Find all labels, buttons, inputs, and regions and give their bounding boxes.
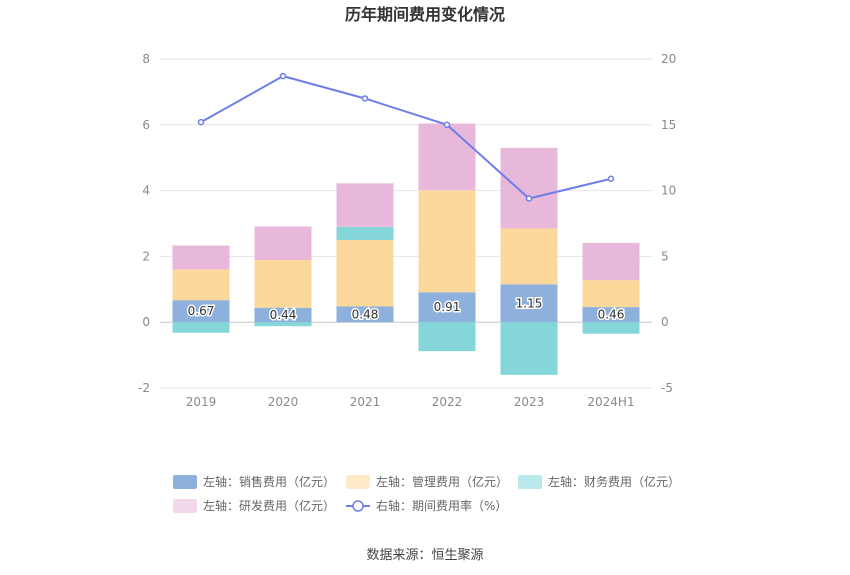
legend-swatch	[518, 475, 542, 489]
bar-value-label: 0.91	[434, 300, 461, 314]
legend-label: 左轴：研发费用（亿元）	[203, 498, 335, 513]
rate-point	[361, 95, 369, 102]
bar-series1	[500, 228, 558, 285]
bar-series3	[582, 242, 640, 281]
bar-series0	[418, 292, 476, 323]
bar-series1	[172, 269, 230, 301]
left-tick-label: 8	[142, 52, 150, 66]
x-tick-label: 2024H1	[587, 395, 634, 409]
legend-label: 右轴：期间费用率（%）	[376, 498, 507, 513]
bar-series2	[500, 322, 558, 375]
bar-series3	[254, 226, 312, 261]
chart-title: 历年期间费用变化情况	[345, 5, 505, 24]
bar-value-label: 1.15	[516, 296, 543, 310]
x-tick-label: 2020	[268, 395, 299, 409]
rate-point	[279, 72, 287, 80]
legend: 左轴：销售费用（亿元） 左轴：管理费用（亿元） 左轴：财务费用（亿元） 左轴：研发费用…	[173, 474, 680, 513]
left-tick-label: 6	[142, 118, 150, 132]
bar-series0	[500, 284, 558, 323]
x-tick-label: 2019	[186, 395, 217, 409]
legend-label: 左轴：财务费用（亿元）	[548, 474, 680, 489]
legend-label: 左轴：管理费用（亿元）	[376, 474, 508, 489]
bar-series1	[418, 190, 476, 293]
data-labels: 0.67 0.44 0.48 0.91 1.15 0.46	[186, 295, 626, 324]
data-source: 数据来源：恒生聚源	[366, 548, 483, 563]
bar-series3	[500, 147, 558, 229]
rate-point	[443, 121, 451, 129]
bar-series3	[172, 245, 230, 270]
x-tick-label: 2022	[432, 395, 463, 409]
right-tick-label: 5	[661, 249, 669, 263]
legend-swatch	[173, 475, 197, 489]
left-tick-label: 4	[142, 184, 150, 198]
grid-lines	[160, 58, 652, 389]
right-tick-label: -5	[661, 381, 673, 395]
bar-series0	[172, 300, 230, 323]
right-axis-ticks: -5 0 5 10 15 20	[661, 52, 676, 395]
x-axis-ticks: 2019 2020 2021 2022 2023 2024H1	[186, 395, 635, 409]
x-tick-label: 2021	[350, 395, 381, 409]
bar-series2	[336, 226, 394, 240]
bar-value-label: 0.67	[188, 304, 215, 318]
left-tick-label: -2	[138, 381, 150, 395]
legend-label: 左轴：销售费用（亿元）	[203, 474, 335, 489]
legend-line-marker	[352, 500, 364, 512]
rate-point	[607, 175, 615, 183]
legend-swatch	[346, 475, 370, 489]
expense-rate-line	[197, 72, 615, 202]
rate-point	[525, 195, 533, 202]
bar-series3	[418, 123, 476, 191]
bar-value-label: 0.48	[352, 307, 379, 321]
x-tick-label: 2023	[514, 395, 545, 409]
right-tick-label: 0	[661, 315, 669, 329]
bar-series2	[582, 322, 640, 334]
left-axis-ticks: -2 0 2 4 6 8	[138, 52, 150, 395]
bar-series2	[254, 322, 312, 327]
left-tick-label: 2	[142, 249, 150, 263]
bars	[172, 123, 640, 375]
bar-value-label: 0.44	[270, 308, 297, 322]
bar-series0	[336, 306, 394, 323]
bar-series0	[254, 307, 312, 323]
bar-series1	[254, 260, 312, 308]
right-tick-label: 10	[661, 184, 676, 198]
bar-value-label: 0.46	[598, 308, 625, 322]
bar-series3	[336, 183, 394, 227]
left-tick-label: 0	[142, 315, 150, 329]
bar-series0	[582, 307, 640, 323]
right-tick-label: 20	[661, 52, 676, 66]
legend-swatch	[173, 499, 197, 513]
rate-line	[200, 75, 612, 200]
bar-series2	[172, 322, 230, 333]
rate-point	[197, 118, 205, 126]
right-tick-label: 15	[661, 118, 676, 132]
bar-series1	[336, 239, 394, 307]
bar-series2	[418, 322, 476, 352]
bar-series1	[582, 280, 640, 308]
